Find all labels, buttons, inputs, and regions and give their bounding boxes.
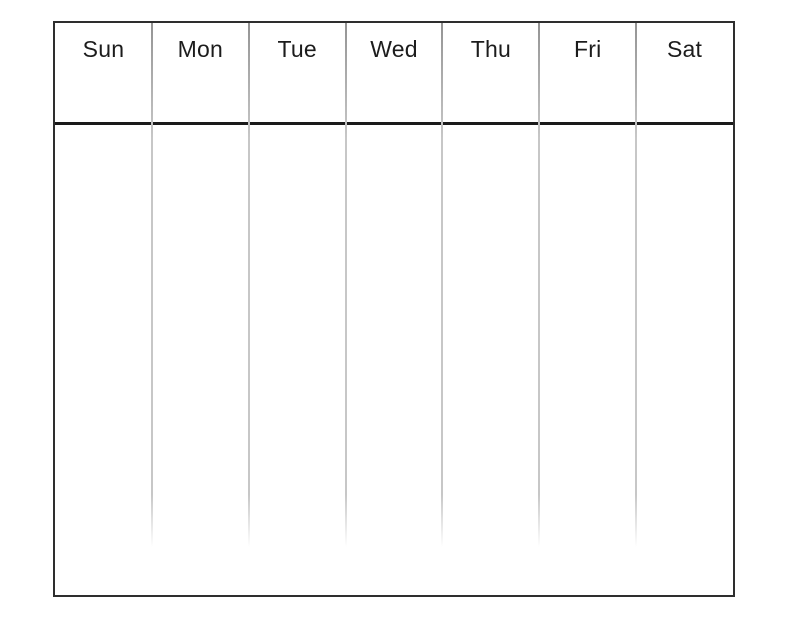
day-header-fri: Fri [574, 36, 602, 62]
day-header-mon: Mon [177, 36, 223, 62]
day-header-sun: Sun [82, 36, 125, 62]
header-separator-line [55, 122, 733, 125]
day-header-thu: Thu [470, 36, 511, 62]
day-header-sat: Sat [667, 36, 703, 62]
day-header-row: Sun Mon Tue Wed Thu Fri Sat [55, 23, 733, 122]
column-divider-sun-mon [150, 23, 153, 547]
day-header-wed: Wed [370, 36, 418, 62]
column-divider-wed-thu [441, 23, 444, 547]
day-header-tue: Tue [277, 36, 317, 62]
column-divider-tue-wed [344, 23, 347, 547]
column-divider-fri-sat [635, 23, 638, 547]
column-divider-mon-tue [247, 23, 250, 547]
weekly-calendar-grid: Sun Mon Tue Wed Thu Fri Sat [53, 21, 735, 597]
column-divider-thu-fri [538, 23, 541, 547]
